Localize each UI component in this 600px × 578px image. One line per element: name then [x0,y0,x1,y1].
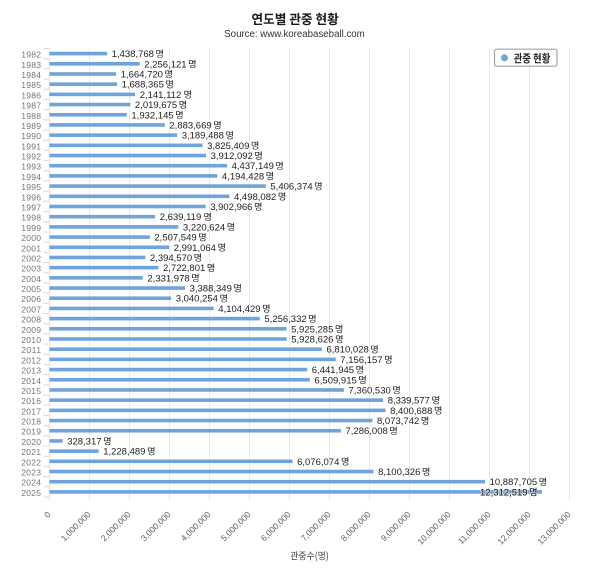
svg-text:2023: 2023 [21,468,41,478]
svg-text:4,194,428: 4,194,428 [222,171,264,182]
svg-text:5,925,285: 5,925,285 [291,324,333,335]
svg-text:2,639,119: 2,639,119 [160,212,202,223]
svg-text:2021: 2021 [21,447,41,457]
svg-text:2,019,675: 2,019,675 [135,100,177,111]
svg-text:2019: 2019 [21,427,41,437]
svg-text:4,498,082: 4,498,082 [234,192,276,203]
svg-text:2,141,112: 2,141,112 [140,90,182,101]
svg-text:2014: 2014 [21,376,41,386]
svg-text:4,104,429: 4,104,429 [218,304,260,315]
svg-text:2015: 2015 [21,386,41,396]
svg-text:3,825,409: 3,825,409 [207,141,249,152]
svg-text:6,076,074: 6,076,074 [297,457,339,468]
svg-text:1987: 1987 [21,101,41,111]
svg-text:Source: www.koreabaseball.com: Source: www.koreabaseball.com [224,29,365,40]
svg-text:2018: 2018 [21,417,41,427]
svg-text:3,912,092: 3,912,092 [211,151,253,162]
svg-text:12,312,519: 12,312,519 [480,487,528,498]
svg-text:2,507,549: 2,507,549 [154,233,196,244]
svg-text:5,256,332: 5,256,332 [264,314,306,325]
svg-text:1,688,365: 1,688,365 [122,80,164,91]
svg-text:2024: 2024 [21,478,41,488]
svg-text:1,932,145: 1,932,145 [131,110,173,121]
svg-text:3,189,488: 3,189,488 [182,131,224,142]
svg-text:0: 0 [42,509,53,520]
svg-text:1990: 1990 [21,131,41,141]
svg-text:6,509,915: 6,509,915 [315,375,357,386]
svg-text:10,887,705: 10,887,705 [490,477,538,488]
svg-text:2007: 2007 [21,304,41,314]
svg-text:6,810,028: 6,810,028 [327,345,369,356]
svg-text:8,400,688: 8,400,688 [390,406,432,417]
svg-text:1993: 1993 [21,162,41,172]
svg-text:2001: 2001 [21,243,41,253]
svg-text:1983: 1983 [21,60,41,70]
svg-text:4,437,149: 4,437,149 [232,161,274,172]
svg-text:2020: 2020 [21,437,41,447]
svg-text:1992: 1992 [21,152,41,162]
svg-text:1998: 1998 [21,213,41,223]
svg-text:2006: 2006 [21,294,41,304]
svg-text:1,664,720: 1,664,720 [121,69,163,80]
svg-text:1984: 1984 [21,70,41,80]
svg-text:1,228,489: 1,228,489 [103,447,145,458]
svg-text:2010: 2010 [21,335,41,345]
svg-text:2009: 2009 [21,325,41,335]
svg-text:2,883,669: 2,883,669 [169,120,211,131]
svg-text:1986: 1986 [21,90,41,100]
svg-text:328,317: 328,317 [67,436,101,447]
svg-text:8,339,577: 8,339,577 [388,396,430,407]
svg-text:1997: 1997 [21,202,41,212]
svg-text:1988: 1988 [21,111,41,121]
svg-text:2025: 2025 [21,488,41,498]
svg-text:2012: 2012 [21,355,41,365]
svg-text:1,438,768: 1,438,768 [112,49,154,60]
svg-text:1995: 1995 [21,182,41,192]
svg-text:1999: 1999 [21,223,41,233]
svg-text:3,040,254: 3,040,254 [176,294,218,305]
svg-text:2016: 2016 [21,396,41,406]
svg-text:3,902,966: 3,902,966 [210,202,252,213]
svg-text:2008: 2008 [21,315,41,325]
svg-text:2,991,064: 2,991,064 [174,243,216,254]
svg-text:2011: 2011 [21,345,41,355]
svg-text:2,722,801: 2,722,801 [163,263,205,274]
svg-text:8,073,742: 8,073,742 [377,416,419,427]
svg-text:8,100,326: 8,100,326 [378,467,420,478]
svg-text:5,406,374: 5,406,374 [270,182,312,193]
svg-text:2,394,570: 2,394,570 [150,253,192,264]
svg-text:6,441,945: 6,441,945 [312,365,354,376]
svg-text:3,388,349: 3,388,349 [190,284,232,295]
svg-text:1991: 1991 [21,141,41,151]
svg-text:2022: 2022 [21,457,41,467]
svg-text:2,256,121: 2,256,121 [144,59,186,70]
svg-text:2002: 2002 [21,253,41,263]
svg-text:2003: 2003 [21,264,41,274]
svg-text:5,928,626: 5,928,626 [291,335,333,346]
svg-text:3,220,624: 3,220,624 [183,222,225,233]
svg-text:7,360,530: 7,360,530 [349,385,391,396]
svg-text:2005: 2005 [21,284,41,294]
svg-text:7,286,008: 7,286,008 [346,426,388,437]
svg-text:2017: 2017 [21,406,41,416]
svg-text:1996: 1996 [21,192,41,202]
svg-text:1989: 1989 [21,121,41,131]
svg-text:2004: 2004 [21,274,41,284]
svg-text:1994: 1994 [21,172,41,182]
svg-text:1985: 1985 [21,80,41,90]
svg-text:2000: 2000 [21,233,41,243]
svg-text:1982: 1982 [21,50,41,60]
svg-text:2,331,978: 2,331,978 [147,273,189,284]
svg-text:2013: 2013 [21,366,41,376]
svg-text:7,156,157: 7,156,157 [340,355,382,366]
svg-text:12,312,519: 12,312,519 [480,487,528,498]
